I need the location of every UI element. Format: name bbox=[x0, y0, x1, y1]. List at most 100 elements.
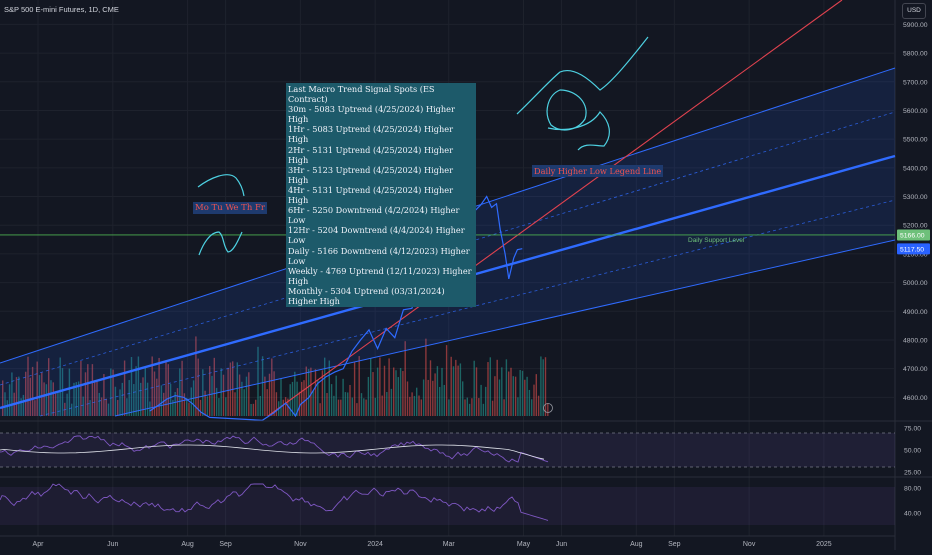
volume-bar bbox=[261, 356, 264, 416]
volume-bar bbox=[514, 376, 517, 416]
volume-bar bbox=[466, 397, 468, 416]
volume-bar bbox=[45, 384, 48, 416]
price-line bbox=[149, 195, 523, 421]
volume-bar bbox=[199, 399, 202, 416]
time-tick-label: Aug bbox=[181, 541, 194, 548]
volume-bar bbox=[342, 378, 344, 416]
volume-bar bbox=[399, 367, 402, 416]
volume-bar bbox=[66, 393, 68, 416]
volume-bar bbox=[271, 358, 273, 416]
volume-bar bbox=[441, 367, 443, 416]
volume-bar bbox=[411, 392, 413, 416]
price-tick-label: 5400.00 bbox=[903, 165, 928, 172]
signal-line: 4Hr - 5131 Uptrend (4/25/2024) Higher Hi… bbox=[288, 184, 453, 206]
weekday-label: Mo Tu We Th Fr bbox=[193, 202, 267, 214]
volume-bar bbox=[135, 366, 137, 416]
volume-bar bbox=[215, 387, 218, 416]
volume-bar bbox=[160, 385, 163, 416]
volume-bar bbox=[142, 377, 144, 416]
volume-bar bbox=[158, 357, 160, 416]
volume-bar bbox=[18, 376, 20, 416]
price-tick-label: 5900.00 bbox=[903, 22, 928, 29]
volume-bar bbox=[190, 387, 192, 416]
volume-bar bbox=[356, 403, 358, 416]
volume-bar bbox=[183, 393, 186, 416]
signal-box[interactable]: Last Macro Trend Signal Spots (ES Contra… bbox=[286, 83, 476, 308]
price-tick-label: 4800.00 bbox=[903, 337, 928, 344]
volume-bar bbox=[314, 369, 317, 416]
rsi-ma-line bbox=[0, 444, 545, 460]
volume-bar bbox=[238, 374, 241, 416]
volume-bar bbox=[353, 362, 356, 416]
volume-bar bbox=[427, 379, 429, 416]
signal-line: 3Hr - 5123 Uptrend (4/25/2024) Higher Hi… bbox=[288, 164, 453, 185]
volume-bar bbox=[510, 367, 512, 416]
volume-bar bbox=[420, 399, 422, 416]
volume-bar bbox=[436, 366, 439, 416]
volume-bar bbox=[429, 360, 432, 416]
volume-bar bbox=[137, 356, 140, 416]
volume-bar bbox=[498, 379, 501, 416]
volume-bar bbox=[234, 392, 236, 416]
volume-bar bbox=[206, 396, 209, 416]
volume-bar bbox=[275, 392, 278, 416]
volume-bar bbox=[257, 346, 259, 416]
time-tick-label: Aug bbox=[630, 541, 643, 548]
volume-bar bbox=[517, 397, 519, 416]
volume-bar bbox=[273, 371, 275, 416]
volume-bar bbox=[330, 384, 333, 416]
bolt-icon[interactable] bbox=[543, 403, 553, 413]
volume-bar bbox=[363, 398, 365, 416]
volume-bar bbox=[20, 398, 22, 416]
volume-bar bbox=[128, 380, 130, 416]
volume-bar bbox=[84, 372, 87, 416]
signal-line: 2Hr - 5131 Uptrend (4/25/2024) Higher Hi… bbox=[288, 144, 453, 165]
volume-bar bbox=[211, 375, 213, 416]
volume-bar bbox=[15, 377, 18, 416]
red-trend-line bbox=[267, 0, 843, 417]
volume-bar bbox=[372, 372, 374, 416]
volume-bar bbox=[542, 359, 544, 416]
volume-bar bbox=[209, 366, 211, 416]
currency-button[interactable]: USD bbox=[902, 3, 926, 19]
volume-bar bbox=[174, 391, 176, 416]
volume-bar bbox=[27, 356, 29, 416]
volume-bar bbox=[519, 369, 521, 416]
volume-bar bbox=[34, 400, 36, 416]
rsi-tick-label: 50.00 bbox=[904, 448, 921, 455]
volume-bar bbox=[77, 381, 80, 416]
volume-bar bbox=[347, 392, 349, 416]
hand-zigzag bbox=[516, 36, 649, 115]
volume-bar bbox=[395, 370, 397, 416]
signal-line: Daily - 5166 Downtrend (4/12/2023) Highe… bbox=[288, 245, 470, 266]
volume-bar bbox=[351, 397, 353, 416]
volume-bar bbox=[386, 392, 388, 416]
volume-bar bbox=[117, 400, 119, 416]
volume-bar bbox=[123, 360, 126, 416]
volume-bar bbox=[475, 367, 478, 416]
volume-bar bbox=[390, 388, 393, 416]
time-tick-label: Mar bbox=[443, 541, 456, 548]
volume-bar bbox=[445, 345, 448, 416]
volume-bar bbox=[146, 382, 149, 416]
volume-bar bbox=[107, 403, 110, 416]
volume-bar bbox=[404, 341, 406, 416]
volume-bar bbox=[512, 376, 514, 416]
volume-bar bbox=[432, 380, 434, 416]
volume-bar bbox=[526, 376, 528, 416]
volume-bar bbox=[388, 358, 390, 416]
volume-bar bbox=[98, 392, 100, 416]
volume-bar bbox=[250, 403, 252, 416]
volume-bar bbox=[71, 403, 73, 416]
volume-bar bbox=[126, 398, 128, 416]
rsi-tick-label: 75.00 bbox=[904, 426, 921, 433]
volume-bar bbox=[80, 360, 82, 416]
support-label: Daily Support Level bbox=[688, 237, 745, 244]
volume-bar bbox=[222, 374, 225, 416]
hand-drawn-marks bbox=[197, 36, 649, 256]
volume-bar bbox=[496, 359, 498, 416]
volume-bar bbox=[41, 372, 43, 416]
hand-loop bbox=[547, 111, 610, 151]
volume-bar bbox=[172, 399, 174, 416]
